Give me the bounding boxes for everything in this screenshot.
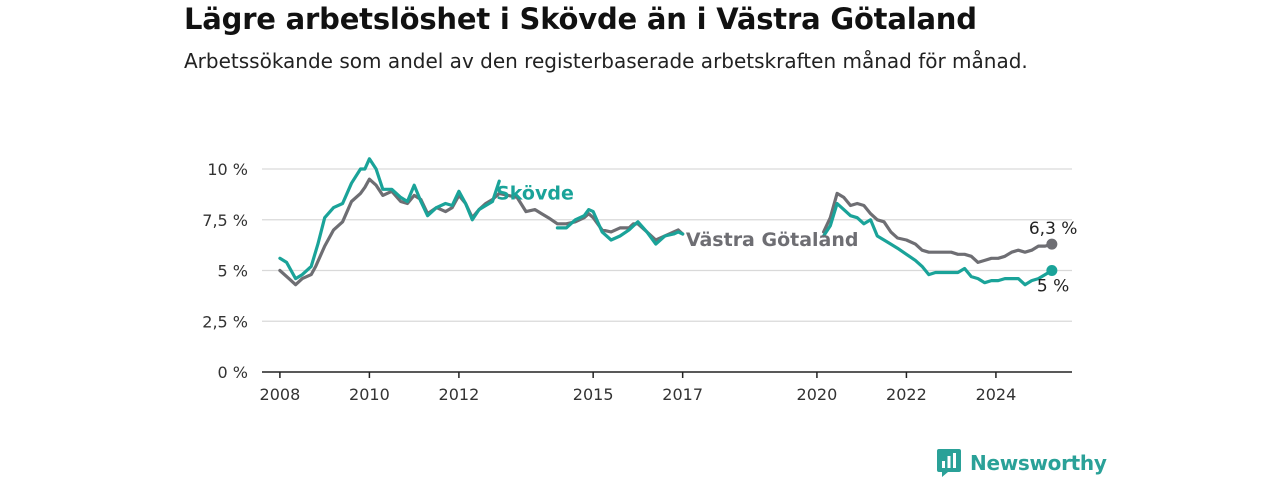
brand-name: Newsworthy xyxy=(970,451,1107,475)
x-axis: 2008 2010 2012 2015 2017 2020 2022 2024 xyxy=(260,371,1072,404)
y-tick-label: 7,5 % xyxy=(202,211,248,230)
x-tick-label: 2010 xyxy=(349,385,390,404)
series-labels: 6,3 % 5 % Skövde Västra Götaland xyxy=(496,182,1077,296)
series-line-skövde xyxy=(822,201,1054,287)
bar-chart-logo-icon xyxy=(937,449,961,477)
x-tick-label: 2022 xyxy=(886,385,927,404)
y-tick-label: 2,5 % xyxy=(202,312,248,331)
series-line-skövde xyxy=(555,208,685,246)
line-chart: 0 % 2,5 % 5 % 7,5 % 10 % 2008 2010 2012 2015 201… xyxy=(202,157,1077,404)
brand-logo: Newsworthy xyxy=(936,448,1107,478)
page-subtitle: Arbetssökande som andel av den registerb… xyxy=(184,49,1028,73)
series-name-label: Skövde xyxy=(496,182,574,204)
series-lines xyxy=(278,157,1058,287)
x-tick-label: 2012 xyxy=(439,385,480,404)
x-tick-label: 2017 xyxy=(662,385,703,404)
y-tick-label: 5 % xyxy=(218,262,248,281)
end-value-label: 6,3 % xyxy=(1029,219,1078,239)
x-tick-label: 2008 xyxy=(260,385,301,404)
x-tick-label: 2015 xyxy=(573,385,614,404)
series-line-västra-götaland xyxy=(822,191,1054,264)
series-end-point xyxy=(1046,265,1058,276)
series-line-skövde xyxy=(278,157,501,281)
y-tick-label: 10 % xyxy=(207,160,248,179)
x-tick-label: 2024 xyxy=(976,385,1017,404)
x-tick-label: 2020 xyxy=(797,385,838,404)
series-line-västra-götaland xyxy=(278,177,685,287)
grid-lines xyxy=(262,168,1072,322)
page-title: Lägre arbetslöshet i Skövde än i Västra … xyxy=(184,2,977,36)
end-value-label: 5 % xyxy=(1037,277,1069,297)
series-name-label: Västra Götaland xyxy=(686,229,859,251)
series-end-point xyxy=(1046,238,1058,250)
y-axis-tick-labels: 0 % 2,5 % 5 % 7,5 % 10 % xyxy=(202,160,248,382)
y-tick-label: 0 % xyxy=(218,363,248,382)
